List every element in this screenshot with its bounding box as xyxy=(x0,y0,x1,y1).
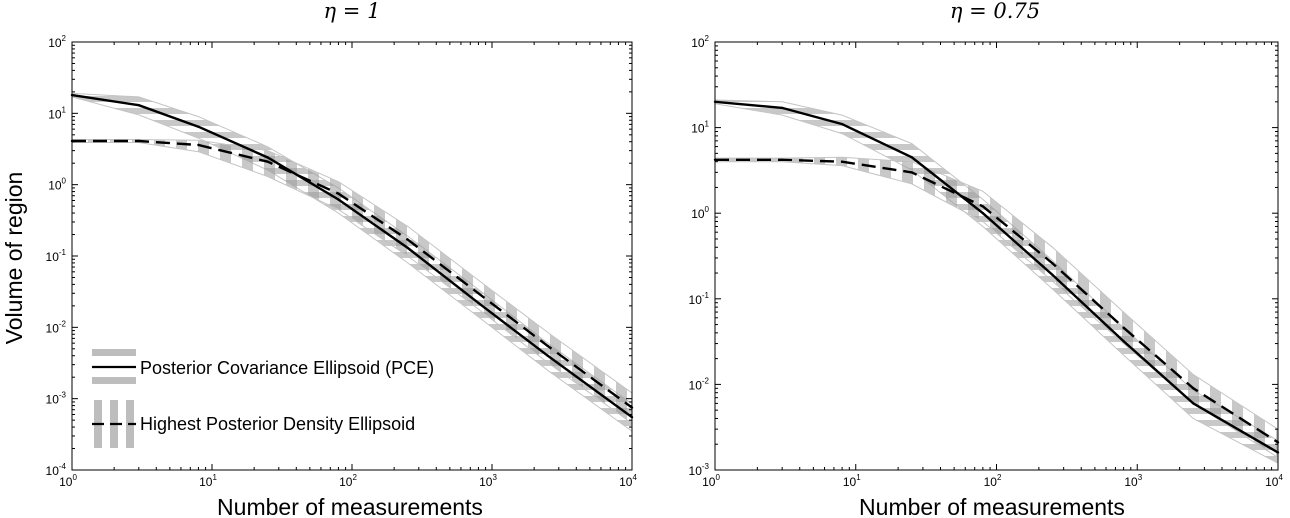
chart-title: η = 1 xyxy=(324,0,381,23)
data-point xyxy=(1122,340,1125,343)
confidence-bands xyxy=(71,92,633,433)
band-pce xyxy=(714,99,1279,465)
y-tick-label: 10-2 xyxy=(46,319,67,335)
x-tick-label: 102 xyxy=(339,473,357,489)
data-point xyxy=(1192,387,1195,390)
y-tick-label: 102 xyxy=(691,34,709,50)
y-tick-label: 101 xyxy=(691,120,709,136)
x-ticks: 100 101 102 103 104 xyxy=(702,42,1283,489)
y-tick-label: 102 xyxy=(48,34,66,50)
data-point xyxy=(840,122,844,126)
y-ticks: 10-3 10-2 10-1 100 101 102 xyxy=(689,34,1278,478)
x-tick-label: 101 xyxy=(843,473,861,489)
y-tick-label: 100 xyxy=(48,177,66,193)
data-point xyxy=(546,344,549,348)
y-tick-label: 10-3 xyxy=(46,391,67,407)
data-point xyxy=(266,160,269,163)
y-tick-label: 10-1 xyxy=(46,248,67,264)
y-tick-label: 10-3 xyxy=(689,462,710,478)
x-tick-label: 103 xyxy=(1124,473,1142,489)
series-lines xyxy=(70,93,634,419)
legend-entry-pce: Posterior Covariance Ellipsoid (PCE) xyxy=(92,349,434,384)
x-tick-label: 102 xyxy=(984,473,1002,489)
y-ticks: 10-4 10-3 10-2 10-1 100 101 102 xyxy=(46,34,632,478)
data-point xyxy=(910,171,913,174)
data-point xyxy=(137,139,140,143)
legend: Posterior Covariance Ellipsoid (PCE) Hig… xyxy=(92,349,434,448)
data-point xyxy=(1122,326,1125,329)
data-point xyxy=(137,104,140,107)
data-point xyxy=(981,205,985,208)
y-tick-label: 10-1 xyxy=(689,291,710,307)
x-tick-label: 104 xyxy=(1265,473,1283,489)
legend-label-pce: Posterior Covariance Ellipsoid (PCE) xyxy=(140,358,434,378)
legend-swatch-pce xyxy=(92,349,136,384)
data-point xyxy=(1051,262,1054,265)
legend-entry-hpd: Highest Posterior Density Ellipsoid xyxy=(92,400,415,448)
x-tick-label: 104 xyxy=(619,473,637,489)
x-tick-label: 100 xyxy=(702,473,720,489)
data-point xyxy=(1051,273,1054,277)
band-hpd xyxy=(71,139,633,425)
data-point xyxy=(477,292,480,295)
chart-panel-eta-1: η = 1 100 101 102 103 104 10-410-310-210-110… xyxy=(46,0,638,518)
data-point xyxy=(337,198,340,201)
data-point xyxy=(781,158,784,161)
data-point xyxy=(781,106,784,110)
y-tick-label: 101 xyxy=(48,105,66,121)
x-ticks: 100 101 102 103 104 xyxy=(59,42,637,489)
data-point xyxy=(910,156,913,159)
x-axis-label: Number of measurements xyxy=(859,494,1125,518)
legend-swatch-hpd xyxy=(92,400,136,448)
chart-panel-eta-0-75: η = 0.75 100 101 102 103 104 10-310-210-1100… xyxy=(689,0,1284,518)
data-point xyxy=(197,143,200,147)
x-tick-label: 100 xyxy=(59,473,77,489)
data-point xyxy=(1192,402,1195,405)
data-point xyxy=(840,160,844,163)
legend-label-hpd: Highest Posterior Density Ellipsoid xyxy=(140,414,415,434)
confidence-bands xyxy=(714,99,1279,465)
data-point xyxy=(546,354,549,357)
y-axis-label: Volume of region xyxy=(1,172,27,345)
y-tick-label: 10-4 xyxy=(46,462,67,478)
data-point xyxy=(197,125,200,128)
data-point xyxy=(406,238,409,241)
x-tick-label: 101 xyxy=(199,473,217,489)
data-point xyxy=(337,192,340,195)
data-point xyxy=(981,212,985,215)
x-axis-label: Number of measurements xyxy=(217,494,483,518)
data-point xyxy=(266,156,269,159)
chart-title: η = 0.75 xyxy=(950,0,1040,23)
data-point xyxy=(406,246,409,250)
y-tick-label: 10-2 xyxy=(689,376,710,392)
x-tick-label: 103 xyxy=(479,473,497,489)
y-tick-label: 100 xyxy=(691,205,709,221)
data-point xyxy=(477,301,480,305)
